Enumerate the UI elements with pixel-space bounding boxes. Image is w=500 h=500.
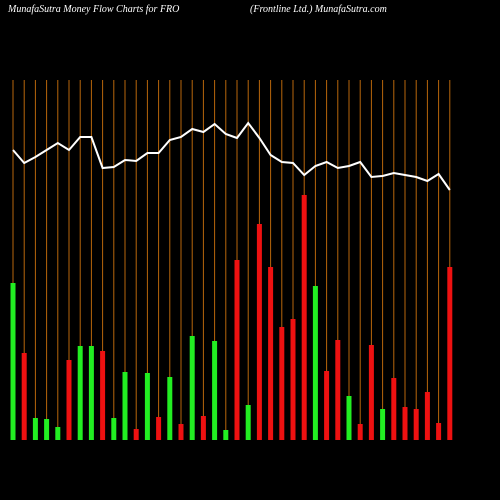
bar xyxy=(133,429,139,440)
bar xyxy=(279,327,285,440)
chart-title: MunafaSutra Money Flow Charts for FRO xyxy=(7,4,179,15)
bar xyxy=(324,371,330,440)
bar xyxy=(312,286,318,440)
bar xyxy=(335,340,341,440)
bar xyxy=(380,409,386,440)
bar xyxy=(357,424,363,440)
bar xyxy=(32,418,38,440)
bar xyxy=(122,372,128,440)
bar xyxy=(44,419,50,440)
bar xyxy=(55,427,61,440)
chart-subtitle: (Frontline Ltd.) MunafaSutra.com xyxy=(250,4,387,15)
bar xyxy=(301,195,307,440)
bar xyxy=(167,377,173,440)
bar xyxy=(413,409,419,440)
bar xyxy=(144,373,150,440)
bar xyxy=(21,353,27,440)
bar xyxy=(402,407,408,440)
bar xyxy=(111,418,117,440)
bar xyxy=(256,224,262,440)
bar xyxy=(223,430,229,440)
bar xyxy=(346,396,352,440)
bar xyxy=(88,346,94,440)
bar xyxy=(436,423,442,440)
bar xyxy=(10,283,16,440)
bar xyxy=(424,392,430,440)
bar xyxy=(77,346,83,440)
bar xyxy=(178,424,184,440)
bar xyxy=(66,360,72,440)
bar xyxy=(189,336,195,440)
bar xyxy=(156,417,162,440)
bar xyxy=(268,267,274,440)
money-flow-line xyxy=(12,121,451,191)
bar xyxy=(212,341,218,440)
bar xyxy=(200,416,206,440)
bar xyxy=(245,405,251,440)
bar xyxy=(234,260,240,440)
bar xyxy=(368,345,374,440)
bar xyxy=(100,351,106,440)
bar xyxy=(447,267,453,440)
bar xyxy=(391,378,397,440)
bar xyxy=(290,319,296,440)
